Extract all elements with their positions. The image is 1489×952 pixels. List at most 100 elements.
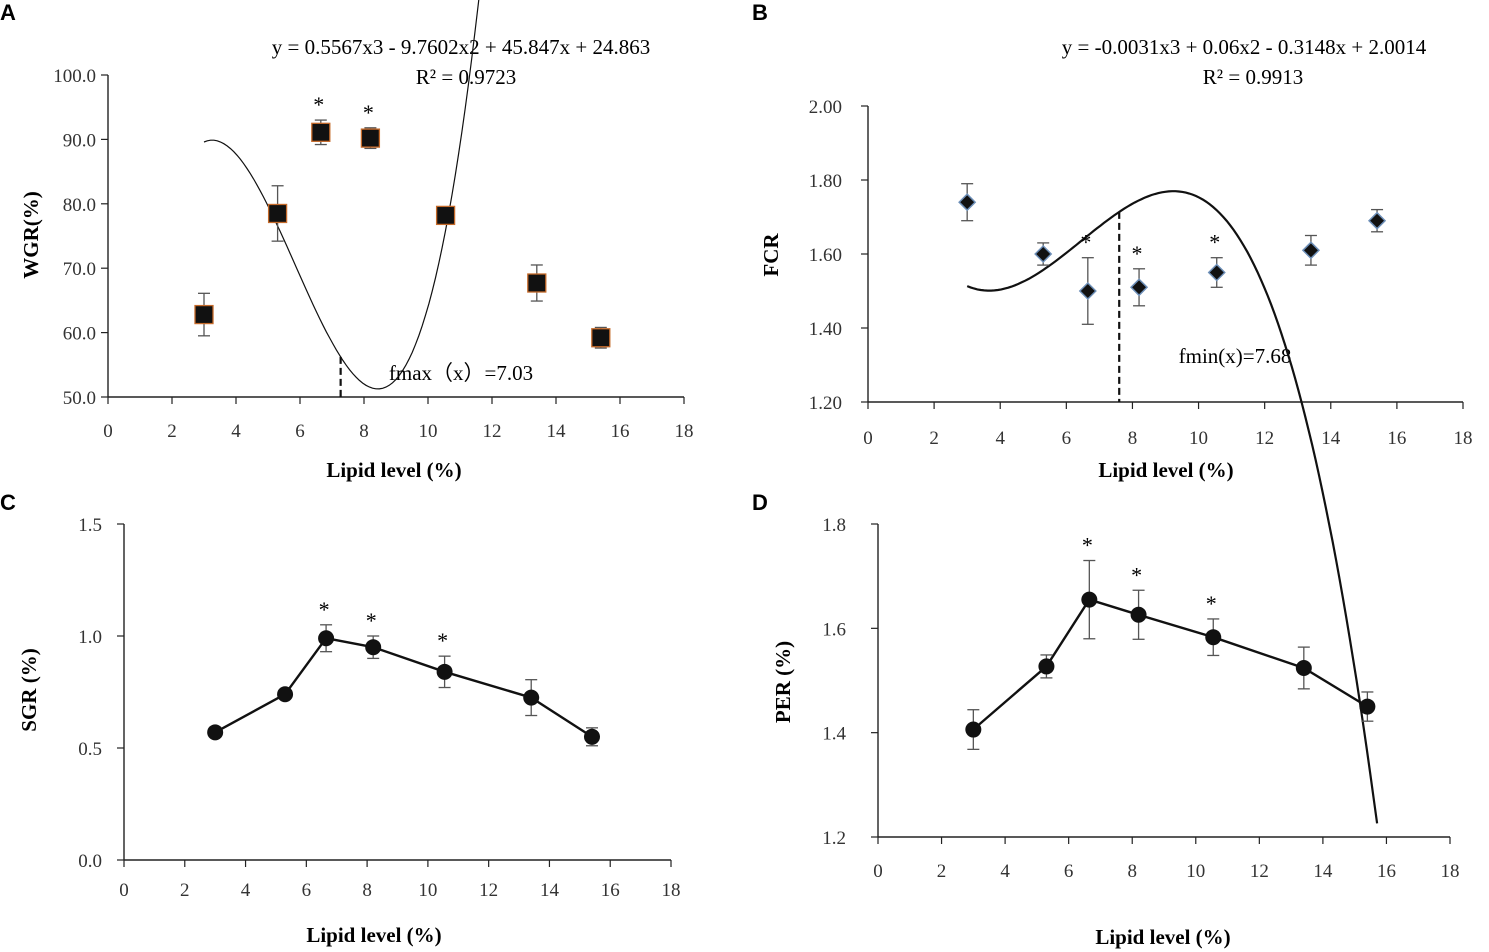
y-tick-label: 50.0 bbox=[63, 388, 96, 409]
data-point bbox=[194, 304, 214, 325]
panel-d-y-axis-title: PER (%) bbox=[771, 641, 795, 723]
x-tick-label: 18 bbox=[675, 421, 694, 442]
data-point bbox=[1034, 244, 1053, 264]
x-tick-label: 0 bbox=[103, 421, 113, 442]
panel-b-y-axis-title: FCR bbox=[759, 233, 783, 277]
significance-star: * bbox=[319, 597, 330, 622]
x-tick-label: 8 bbox=[1128, 428, 1138, 449]
y-tick-label: 1.0 bbox=[78, 627, 102, 648]
x-tick-label: 14 bbox=[1313, 861, 1333, 882]
y-tick-label: 2.00 bbox=[809, 97, 842, 118]
x-tick-label: 0 bbox=[873, 861, 883, 882]
data-point bbox=[1205, 629, 1222, 646]
panel-a: A y = 0.5567x3 - 9.7602x2 + 45.847x + 24… bbox=[0, 0, 694, 482]
x-tick-label: 8 bbox=[359, 421, 369, 442]
y-tick-label: 60.0 bbox=[63, 324, 96, 345]
x-tick-label: 2 bbox=[180, 880, 190, 901]
y-tick-label: 1.80 bbox=[809, 171, 842, 192]
x-tick-label: 4 bbox=[995, 428, 1005, 449]
data-point bbox=[318, 630, 335, 647]
x-tick-label: 2 bbox=[167, 421, 177, 442]
data-point bbox=[1359, 698, 1376, 715]
x-tick-label: 6 bbox=[1062, 428, 1072, 449]
x-tick-label: 12 bbox=[483, 421, 502, 442]
x-tick-label: 10 bbox=[1186, 861, 1205, 882]
x-tick-label: 12 bbox=[479, 880, 498, 901]
x-tick-label: 0 bbox=[863, 428, 873, 449]
y-tick-label: 100.0 bbox=[53, 66, 96, 87]
significance-star: * bbox=[1131, 562, 1142, 587]
data-point bbox=[207, 724, 224, 741]
panel-a-letter: A bbox=[0, 0, 16, 25]
data-point bbox=[1129, 278, 1149, 297]
data-point bbox=[1367, 211, 1387, 230]
panel-c: C Lipid level (%) SGR (%) 0 2 4 6 8 10 12 14 16 1… bbox=[0, 490, 681, 947]
panel-a-x-axis-title: Lipid level (%) bbox=[326, 458, 461, 482]
panel-b-letter: B bbox=[752, 0, 768, 25]
panel-a-r2: R² = 0.9723 bbox=[416, 65, 516, 89]
data-point bbox=[365, 639, 382, 656]
data-point bbox=[1130, 606, 1147, 623]
significance-star: * bbox=[366, 608, 377, 633]
x-tick-label: 8 bbox=[1127, 861, 1137, 882]
panel-d: D Lipid level (%) PER (%) 0 2 4 6 8 10 12 14 16 1… bbox=[752, 490, 1460, 949]
panel-b-x-axis-title: Lipid level (%) bbox=[1098, 458, 1233, 482]
x-tick-label: 6 bbox=[1064, 861, 1074, 882]
y-tick-label: 1.2 bbox=[822, 828, 846, 849]
y-tick-label: 1.20 bbox=[809, 393, 842, 414]
data-point bbox=[1207, 263, 1226, 282]
x-tick-label: 18 bbox=[1441, 861, 1460, 882]
data-point bbox=[965, 721, 982, 738]
panel-b-r2: R² = 0.9913 bbox=[1203, 65, 1303, 89]
x-tick-label: 18 bbox=[662, 880, 681, 901]
series-line bbox=[214, 636, 593, 738]
panel-c-y-axis-title: SGR (%) bbox=[17, 648, 41, 731]
x-tick-label: 6 bbox=[295, 421, 305, 442]
data-point bbox=[1038, 658, 1055, 675]
x-tick-label: 6 bbox=[302, 880, 312, 901]
panel-a-y-axis-title: WGR(%) bbox=[19, 191, 43, 279]
x-tick-label: 4 bbox=[241, 880, 251, 901]
x-tick-label: 14 bbox=[540, 880, 560, 901]
significance-star: * bbox=[1209, 230, 1220, 255]
significance-star: * bbox=[363, 100, 374, 125]
x-tick-label: 12 bbox=[1250, 861, 1269, 882]
data-point bbox=[1295, 659, 1312, 676]
x-tick-label: 2 bbox=[937, 861, 947, 882]
x-tick-label: 0 bbox=[119, 880, 129, 901]
panel-c-letter: C bbox=[0, 490, 16, 515]
x-tick-label: 4 bbox=[1000, 861, 1010, 882]
panel-d-letter: D bbox=[752, 490, 768, 515]
data-point bbox=[583, 728, 600, 745]
x-tick-label: 16 bbox=[601, 880, 620, 901]
data-point bbox=[1301, 241, 1321, 260]
y-tick-label: 1.60 bbox=[809, 245, 842, 266]
data-point bbox=[1081, 591, 1098, 608]
x-tick-label: 14 bbox=[1321, 428, 1341, 449]
data-point bbox=[277, 686, 294, 703]
x-tick-label: 18 bbox=[1454, 428, 1473, 449]
y-tick-label: 80.0 bbox=[63, 195, 96, 216]
y-tick-label: 1.6 bbox=[822, 619, 846, 640]
x-tick-label: 16 bbox=[611, 421, 630, 442]
x-tick-label: 16 bbox=[1377, 861, 1396, 882]
y-tick-label: 1.5 bbox=[78, 515, 102, 536]
data-point bbox=[958, 193, 977, 212]
x-tick-label: 14 bbox=[547, 421, 567, 442]
y-tick-label: 1.40 bbox=[809, 319, 842, 340]
data-point bbox=[436, 663, 453, 680]
panel-b: B y = -0.0031x3 + 0.06x2 - 0.3148x + 2.0… bbox=[752, 0, 1473, 824]
y-tick-label: 90.0 bbox=[63, 130, 96, 151]
significance-star: * bbox=[437, 628, 448, 653]
x-tick-label: 16 bbox=[1387, 428, 1406, 449]
data-point bbox=[591, 328, 611, 348]
x-tick-label: 10 bbox=[419, 421, 438, 442]
significance-star: * bbox=[1132, 241, 1143, 266]
x-tick-label: 12 bbox=[1255, 428, 1274, 449]
x-tick-label: 8 bbox=[362, 880, 372, 901]
data-point bbox=[311, 122, 331, 142]
x-tick-label: 4 bbox=[231, 421, 241, 442]
data-point bbox=[360, 128, 381, 148]
data-point bbox=[1078, 281, 1097, 301]
